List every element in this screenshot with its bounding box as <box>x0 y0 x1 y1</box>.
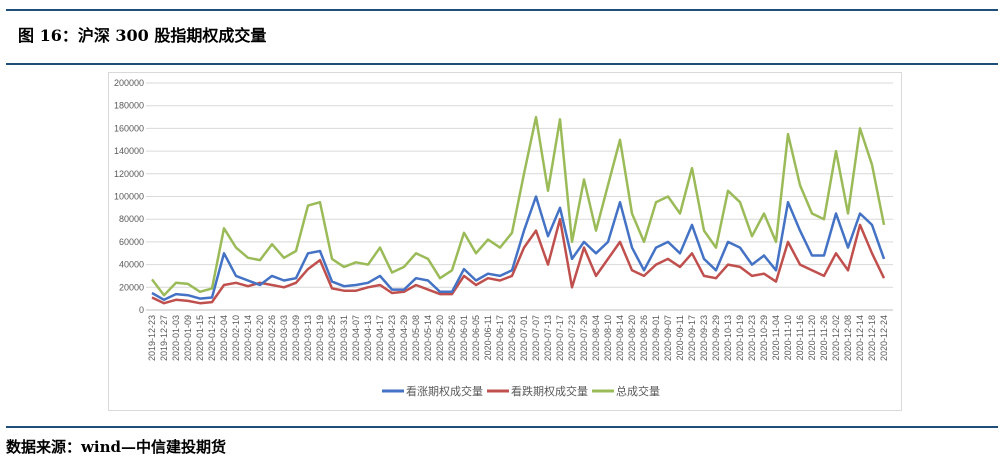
series-line-1 <box>151 217 886 305</box>
x-tick-label: 2020-11-26 <box>819 315 829 360</box>
x-tick-label: 2019-12-27 <box>159 315 169 361</box>
x-tick-label: 2020-09-07 <box>663 315 673 361</box>
legend-label: 看跌期权成交量 <box>511 384 588 398</box>
x-tick-label: 2020-02-26 <box>267 315 277 361</box>
x-tick-label: 2020-11-04 <box>771 315 781 360</box>
x-tick-label: 2020-03-09 <box>291 315 301 361</box>
x-tick-label: 2020-03-31 <box>339 315 349 361</box>
x-tick-label: 2020-05-14 <box>423 315 433 361</box>
title-rule <box>6 63 998 65</box>
legend-label: 总成交量 <box>616 384 660 398</box>
x-tick-label: 2020-03-13 <box>303 315 313 361</box>
x-tick-label: 2020-08-20 <box>627 315 637 361</box>
source-note: 数据来源：wind—中信建投期货 <box>6 438 227 456</box>
x-tick-label: 2020-11-10 <box>783 315 793 360</box>
x-tick-label: 2020-04-29 <box>399 315 409 361</box>
x-tick-label: 2020-11-16 <box>795 315 805 360</box>
x-tick-label: 2020-04-17 <box>375 315 385 361</box>
x-tick-label: 2020-01-15 <box>195 315 205 361</box>
y-tick-label: 100000 <box>114 192 144 202</box>
x-tick-label: 2020-02-10 <box>231 315 241 361</box>
x-tick-label: 2020-12-18 <box>867 315 877 361</box>
x-tick-label: 2020-03-03 <box>279 315 289 361</box>
x-tick-label: 2020-12-08 <box>843 315 853 361</box>
x-tick-label: 2020-07-07 <box>531 315 541 361</box>
y-tick-label: 60000 <box>119 237 144 247</box>
x-tick-label: 2020-06-11 <box>483 315 493 360</box>
x-tick-label: 2020-07-17 <box>555 315 565 361</box>
x-tick-label: 2020-02-04 <box>219 315 229 361</box>
x-tick-label: 2020-06-23 <box>507 315 517 361</box>
x-tick-label: 2020-07-29 <box>579 315 589 361</box>
y-tick-label: 120000 <box>114 169 144 179</box>
x-tick-label: 2020-04-23 <box>387 315 397 361</box>
x-tick-label: 2020-10-29 <box>759 315 769 361</box>
y-tick-label: 40000 <box>119 260 144 270</box>
x-tick-label: 2020-03-19 <box>315 315 325 361</box>
x-tick-label: 2020-11-20 <box>807 315 817 360</box>
x-tick-label: 2020-05-08 <box>411 315 421 361</box>
x-tick-label: 2020-01-09 <box>183 315 193 361</box>
y-tick-label: 160000 <box>114 123 144 133</box>
x-tick-label: 2020-05-26 <box>447 315 457 361</box>
x-tick-label: 2020-04-07 <box>351 315 361 361</box>
x-tick-label: 2020-02-14 <box>243 315 253 361</box>
x-tick-label: 2020-01-21 <box>207 315 217 361</box>
x-tick-label: 2020-05-20 <box>435 315 445 361</box>
x-tick-label: 2020-12-24 <box>879 315 889 361</box>
chart-frame <box>108 72 902 411</box>
bottom-rule <box>6 426 998 428</box>
x-tick-label: 2020-08-14 <box>615 315 625 361</box>
x-tick-label: 2020-12-14 <box>855 315 865 361</box>
x-tick-label: 2020-04-13 <box>363 315 373 361</box>
series-line-2 <box>151 115 886 297</box>
x-tick-label: 2020-07-13 <box>543 315 553 361</box>
x-tick-label: 2020-09-17 <box>687 315 697 361</box>
figure-title: 图 16：沪深 300 股指期权成交量 <box>18 26 267 45</box>
y-tick-label: 180000 <box>114 101 144 111</box>
series-line-0 <box>151 195 886 302</box>
x-tick-label: 2019-12-23 <box>147 315 157 361</box>
x-tick-label: 2020-09-01 <box>651 315 661 361</box>
y-tick-label: 140000 <box>114 146 144 156</box>
x-tick-label: 2020-08-26 <box>639 315 649 361</box>
y-tick-label: 20000 <box>119 282 144 292</box>
x-tick-label: 2020-03-25 <box>327 315 337 361</box>
x-tick-label: 2020-08-04 <box>591 315 601 361</box>
y-tick-label: 0 <box>139 305 144 315</box>
legend-label: 看涨期权成交量 <box>406 384 483 398</box>
x-tick-label: 2020-08-10 <box>603 315 613 361</box>
x-tick-label: 2020-06-01 <box>459 315 469 361</box>
x-tick-label: 2020-07-23 <box>567 315 577 361</box>
x-tick-label: 2020-02-20 <box>255 315 265 361</box>
x-tick-label: 2020-07-01 <box>519 315 529 361</box>
x-tick-label: 2020-10-13 <box>723 315 733 361</box>
x-tick-label: 2020-09-29 <box>711 315 721 361</box>
y-tick-label: 200000 <box>114 78 144 88</box>
x-tick-label: 2020-09-23 <box>699 315 709 361</box>
top-rule <box>6 9 998 11</box>
y-tick-label: 80000 <box>119 214 144 224</box>
x-tick-label: 2020-10-23 <box>747 315 757 361</box>
x-tick-label: 2020-09-11 <box>675 315 685 360</box>
x-tick-label: 2020-06-17 <box>495 315 505 361</box>
x-tick-label: 2020-10-19 <box>735 315 745 361</box>
x-tick-label: 2020-12-02 <box>831 315 841 361</box>
x-tick-label: 2020-01-03 <box>171 315 181 361</box>
x-tick-label: 2020-06-05 <box>471 315 481 361</box>
